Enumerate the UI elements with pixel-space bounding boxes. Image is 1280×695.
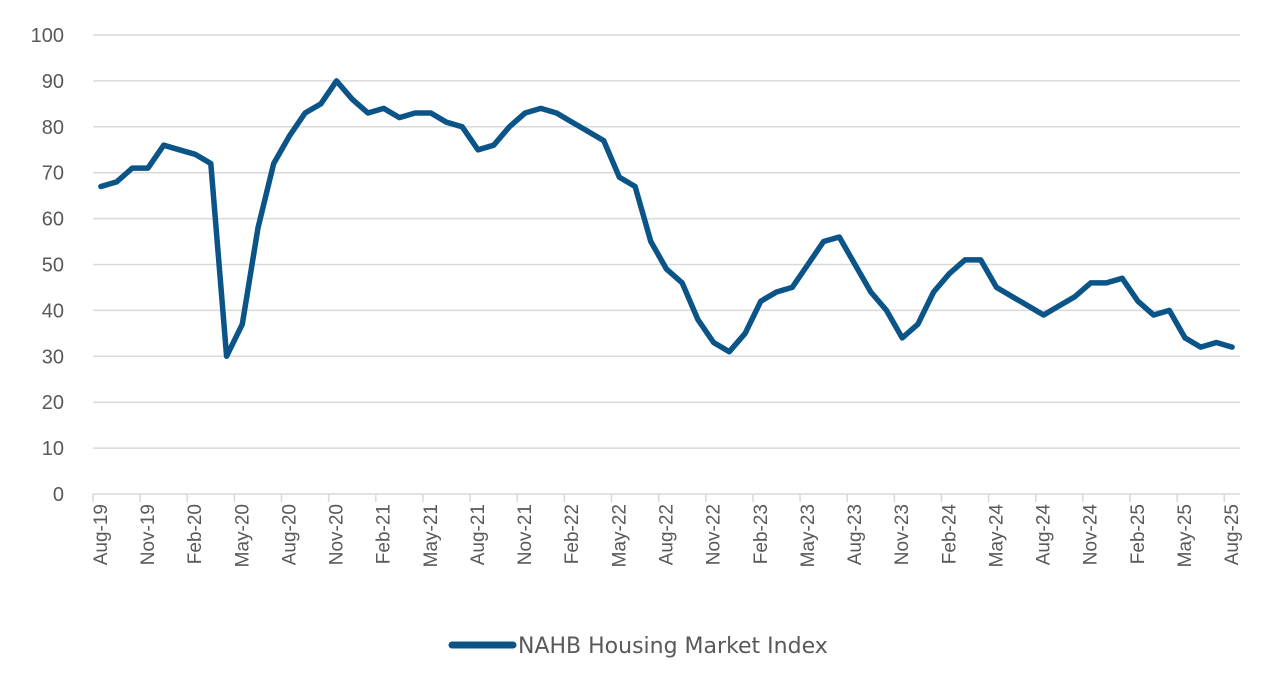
x-tick-label: May-24 <box>986 504 1007 568</box>
x-tick-label: Feb-21 <box>374 504 395 564</box>
series-layer <box>98 78 1235 360</box>
x-tick-label: Aug-25 <box>1222 504 1243 565</box>
x-tick-label: May-25 <box>1175 504 1196 567</box>
y-tick-label: 0 <box>53 484 64 506</box>
y-tick-label: 20 <box>42 392 64 414</box>
x-tick-label: Nov-22 <box>704 504 725 565</box>
x-tick-label: Aug-22 <box>657 504 678 565</box>
x-tick-label: Aug-24 <box>1034 504 1055 566</box>
x-tick-label: May-22 <box>609 504 630 567</box>
x-tick-label: Feb-20 <box>185 504 206 564</box>
x-tick-label: May-20 <box>232 504 253 567</box>
x-tick-label: Aug-20 <box>279 504 300 565</box>
y-tick-label: 30 <box>42 346 64 368</box>
y-tick-label: 90 <box>42 71 64 93</box>
x-tick-label: Nov-24 <box>1081 504 1102 566</box>
x-tick-label: Feb-22 <box>562 504 583 564</box>
legend: NAHB Housing Market Index <box>448 634 828 659</box>
x-tick-label: Nov-20 <box>327 504 348 565</box>
x-tick-label: Nov-19 <box>138 504 159 565</box>
y-tick-label: 80 <box>42 117 64 139</box>
x-tick-label: Aug-23 <box>845 504 866 565</box>
x-tick-label: May-21 <box>421 504 442 567</box>
x-tick-label: Aug-19 <box>91 504 112 565</box>
y-tick-label: 60 <box>42 209 64 231</box>
x-tick-label: Feb-25 <box>1128 504 1149 564</box>
x-tick-label: Feb-23 <box>751 504 772 564</box>
y-tick-label: 50 <box>42 255 64 277</box>
gridlines <box>93 34 1240 449</box>
y-tick-label: 40 <box>42 300 64 322</box>
x-tick-label: Aug-21 <box>468 504 489 565</box>
y-tick-label: 10 <box>42 438 64 460</box>
legend-label: NAHB Housing Market Index <box>518 634 828 659</box>
x-axis: Aug-19 Nov-19 Feb-20 May-20 Aug-20 Nov-20 Feb-… <box>91 493 1243 568</box>
y-axis: 0 10 20 30 40 50 60 70 80 90 100 <box>31 25 64 506</box>
x-tick-label: May-23 <box>798 504 819 567</box>
y-tick-label: 70 <box>42 163 64 185</box>
y-tick-label: 100 <box>31 25 64 47</box>
x-tick-label: Feb-24 <box>939 504 960 565</box>
x-tick-label: Nov-23 <box>892 504 913 565</box>
x-tick-label: Nov-21 <box>515 504 536 565</box>
